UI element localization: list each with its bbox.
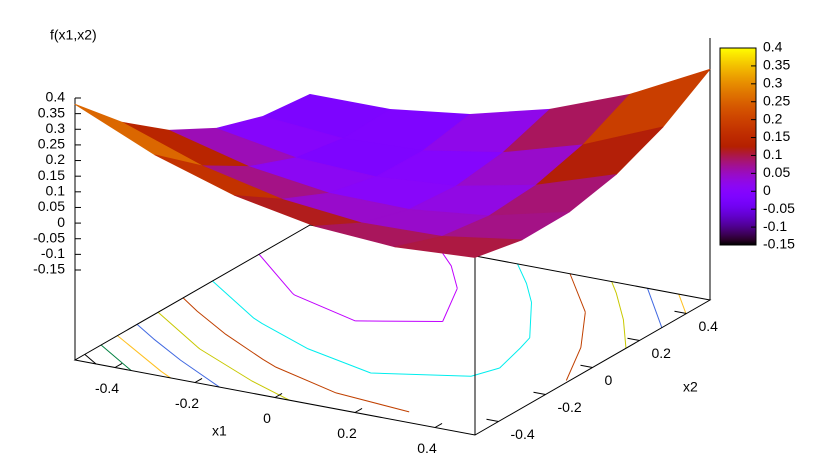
x-tick-label: 0.2 bbox=[337, 425, 357, 441]
colorbar-tick-label: 0.3 bbox=[763, 75, 783, 91]
z-tick-label: -0.15 bbox=[33, 261, 65, 277]
y-tick bbox=[486, 418, 499, 422]
colorbar bbox=[719, 47, 757, 246]
colorbar-tick-label: -0.1 bbox=[763, 218, 787, 234]
colorbar-tick-label: 0.4 bbox=[763, 39, 783, 55]
y-tick bbox=[627, 337, 640, 341]
z-tick-label: -0.05 bbox=[33, 229, 65, 245]
x-tick-label: 0 bbox=[263, 410, 271, 426]
x-axis-label: x1 bbox=[212, 423, 227, 439]
y-tick bbox=[674, 310, 687, 314]
z-tick-label: 0.15 bbox=[38, 167, 65, 183]
y-tick bbox=[580, 364, 593, 368]
axes-box bbox=[73, 38, 757, 436]
x-tick bbox=[114, 363, 123, 368]
x-tick-label: -0.4 bbox=[95, 380, 119, 396]
colorbar-tick-label: 0.05 bbox=[763, 164, 790, 180]
x-tick-label: -0.2 bbox=[175, 395, 199, 411]
colorbar-tick-label: 0.2 bbox=[763, 110, 783, 126]
colorbar-tick-label: -0.05 bbox=[763, 200, 795, 216]
y-tick-label: -0.4 bbox=[511, 426, 535, 442]
z-tick-label: 0.35 bbox=[38, 104, 65, 120]
base-plane bbox=[73, 224, 712, 436]
y-tick-label: -0.2 bbox=[558, 399, 582, 415]
z-tick-label: 0.25 bbox=[38, 136, 65, 152]
y-tick bbox=[533, 391, 546, 395]
z-tick-label: 0.4 bbox=[46, 89, 66, 105]
z-axis-label: f(x1,x2) bbox=[50, 27, 97, 43]
x-tick-label: 0.4 bbox=[417, 440, 437, 456]
colorbar-tick-label: 0.1 bbox=[763, 146, 783, 162]
z-tick-label: 0.3 bbox=[46, 120, 66, 136]
contour-line bbox=[212, 263, 532, 377]
label-layer: f(x1,x2) x1 x2 -0.15-0.1-0.0500.050.10.1… bbox=[33, 27, 795, 457]
x-tick bbox=[194, 378, 203, 383]
contour-line bbox=[182, 273, 586, 413]
contour-line bbox=[258, 249, 458, 322]
contour-line bbox=[157, 281, 627, 401]
colorbar-tick-label: 0.35 bbox=[763, 57, 790, 73]
z-tick-label: 0.05 bbox=[38, 198, 65, 214]
z-tick-label: -0.1 bbox=[41, 245, 65, 261]
surface-layer bbox=[74, 68, 711, 258]
colorbar-tick-label: -0.15 bbox=[763, 236, 795, 252]
colorbar-tick-label: 0.15 bbox=[763, 128, 790, 144]
contour-line bbox=[84, 353, 97, 365]
y-tick-label: 0.2 bbox=[652, 345, 672, 361]
contour-layer bbox=[84, 249, 687, 413]
contour-line bbox=[100, 344, 132, 371]
colorbar-tick-label: 0.25 bbox=[763, 92, 790, 108]
z-tick-label: 0 bbox=[57, 214, 65, 230]
y-axis-label: x2 bbox=[683, 379, 698, 395]
x-tick bbox=[354, 408, 363, 413]
contour-line bbox=[136, 288, 663, 388]
y-tick-label: 0 bbox=[605, 372, 613, 388]
z-tick-label: 0.2 bbox=[46, 151, 66, 167]
colorbar-tick-label: 0 bbox=[763, 182, 771, 198]
x-tick bbox=[434, 423, 443, 428]
surface-patch bbox=[394, 235, 523, 258]
y-tick-label: 0.4 bbox=[699, 318, 719, 334]
contour-line bbox=[117, 293, 687, 379]
z-tick-label: 0.1 bbox=[46, 183, 66, 199]
x-tick bbox=[274, 393, 283, 398]
